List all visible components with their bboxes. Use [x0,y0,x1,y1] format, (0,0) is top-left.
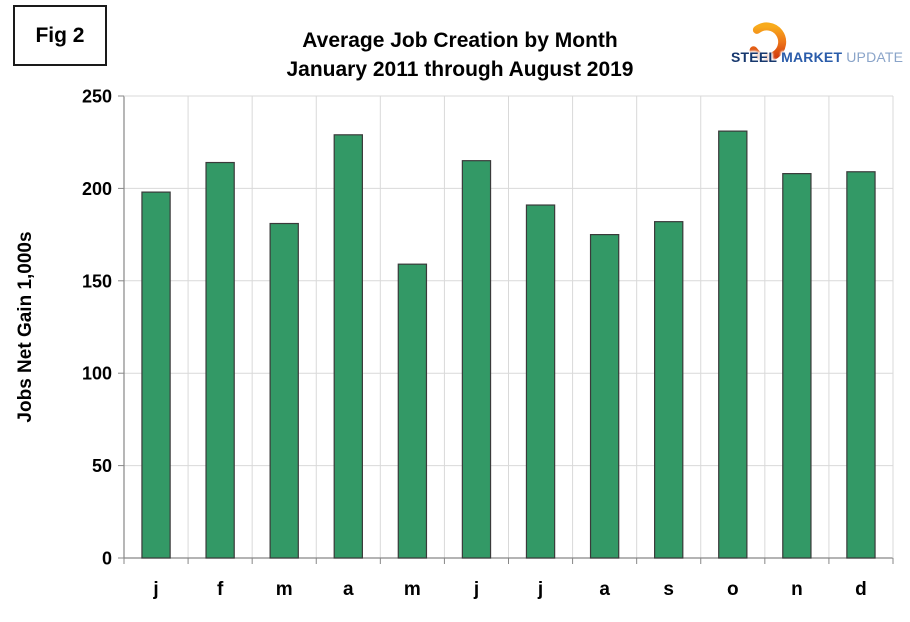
y-tick-label-100: 100 [82,364,112,384]
x-tick-label-4-a: a [343,579,354,600]
bar-5-m [397,263,428,559]
y-tick-label-50: 50 [92,456,112,476]
bar-12-d [846,171,876,559]
bar-9-s [654,221,684,559]
chart-title-line1: Average Job Creation by Month [302,29,618,52]
x-tick-label-10-o: o [727,579,739,600]
logo-word-steel: STEEL [731,49,778,65]
y-axis-title: Jobs Net Gain 1,000s [15,231,36,422]
bar-10-o [718,130,748,559]
x-tick-label-5-m: m [404,579,421,600]
bar-4-a [333,134,363,559]
bar-8-a [589,234,620,559]
bar-11-n [782,173,812,559]
y-tick-label-200: 200 [82,179,112,199]
x-tick-label-3-m: m [276,579,293,600]
y-tick-label-150: 150 [82,271,112,291]
chart-title: Average Job Creation by Month January 20… [185,26,735,84]
logo-crescent-icon [749,22,787,62]
bar-2-f [205,161,235,559]
logo-text: STEEL MARKET UPDATE [731,49,903,65]
logo-word-market: MARKET [781,49,843,65]
x-tick-label-7-j: j [537,579,543,600]
figure-label: Fig 2 [35,23,85,47]
y-tick-label-0: 0 [102,549,112,569]
x-tick-label-1-j: j [152,579,158,600]
figure-label-box: Fig 2 [13,5,107,66]
bar-6-j [461,160,492,559]
logo-word-update: UPDATE [846,49,904,65]
x-tick-label-9-s: s [663,579,674,600]
x-tick-label-2-f: f [217,579,224,600]
smu-logo: STEEL MARKET UPDATE [731,16,903,68]
bar-3-m [269,222,299,559]
bar-1-j [141,191,171,559]
y-tick-label-250: 250 [82,87,112,107]
x-tick-label-8-a: a [599,579,610,600]
bar-7-j [525,204,556,559]
x-tick-label-6-j: j [473,579,479,600]
x-tick-label-11-n: n [791,579,803,600]
x-tick-label-12-d: d [855,579,867,600]
chart-title-line2: January 2011 through August 2019 [286,58,634,81]
